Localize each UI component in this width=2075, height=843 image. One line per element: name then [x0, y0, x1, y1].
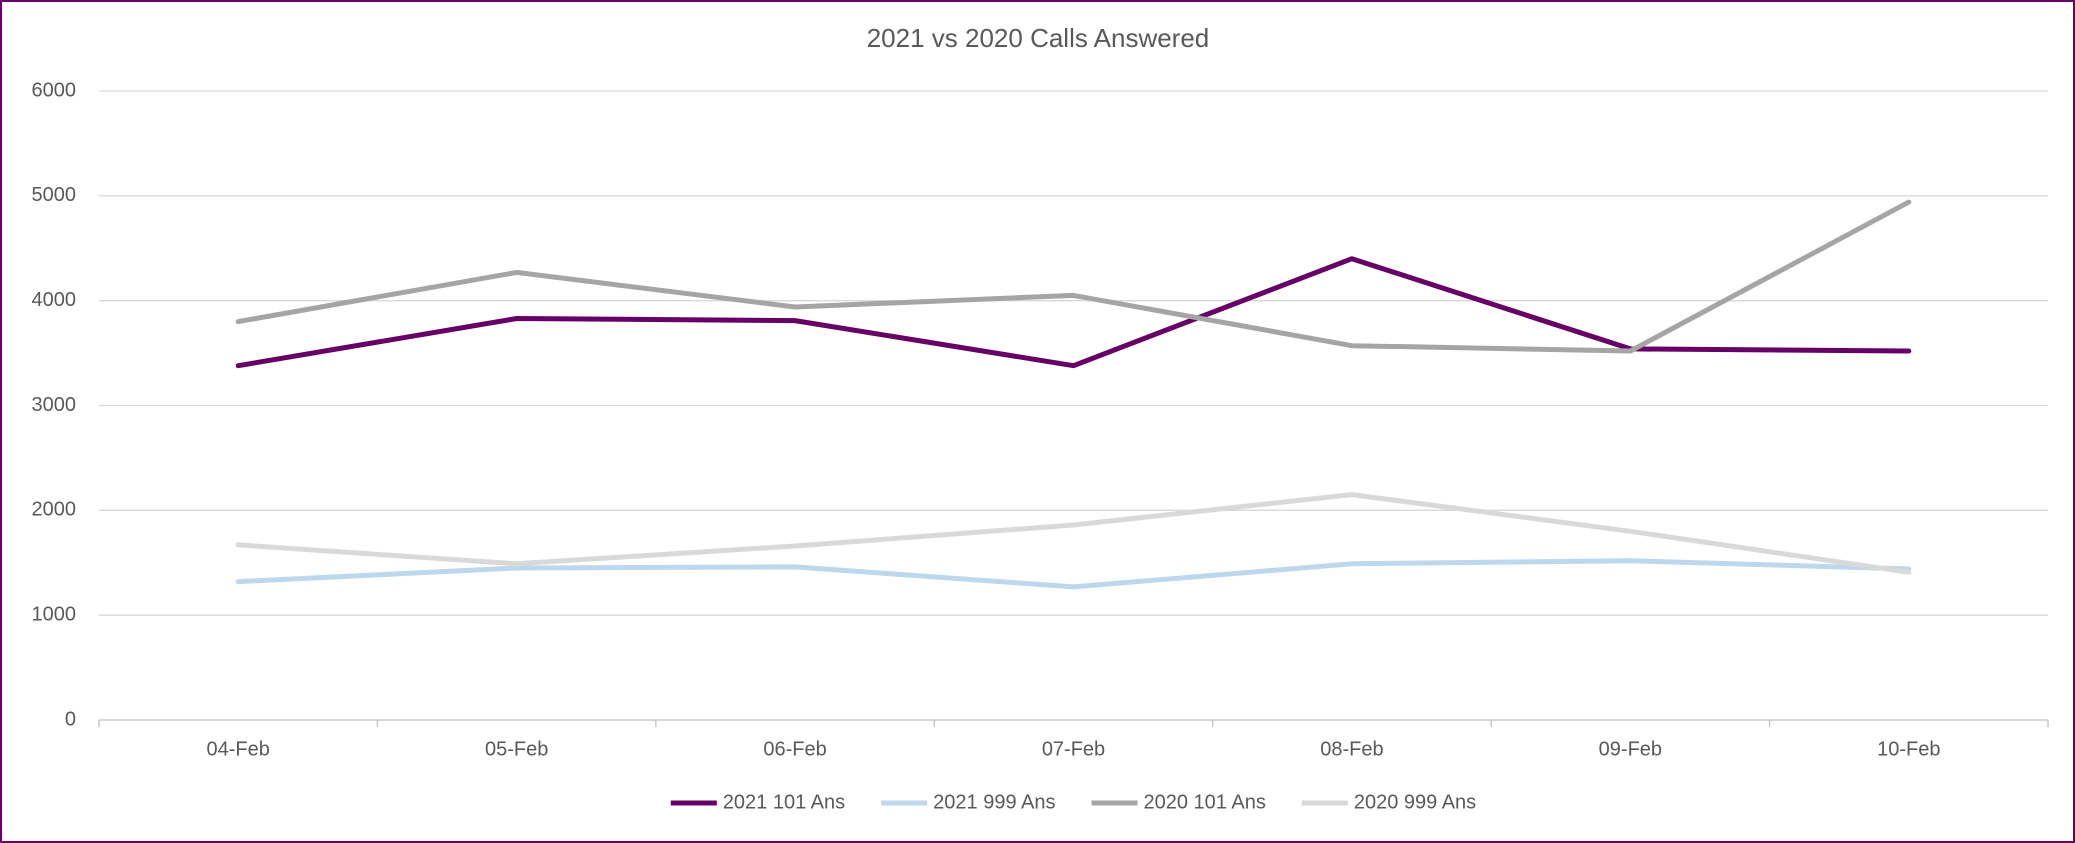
- legend-label: 2021 999 Ans: [933, 791, 1055, 813]
- x-tick-label: 06-Feb: [763, 738, 826, 760]
- y-tick-label: 6000: [32, 79, 77, 101]
- legend-label: 2021 101 Ans: [723, 791, 845, 813]
- legend-label: 2020 101 Ans: [1144, 791, 1266, 813]
- x-tick-label: 05-Feb: [485, 738, 548, 760]
- y-tick-label: 5000: [32, 184, 77, 206]
- y-tick-label: 0: [65, 708, 76, 730]
- x-tick-label: 09-Feb: [1599, 738, 1662, 760]
- y-tick-label: 1000: [32, 603, 77, 625]
- x-tick-label: 10-Feb: [1877, 738, 1940, 760]
- legend-label: 2020 999 Ans: [1354, 791, 1476, 813]
- x-tick-label: 08-Feb: [1320, 738, 1383, 760]
- chart-title: 2021 vs 2020 Calls Answered: [867, 23, 1210, 53]
- x-tick-label: 04-Feb: [207, 738, 270, 760]
- y-tick-label: 3000: [32, 394, 77, 416]
- series-line: [235, 492, 1912, 575]
- y-tick-label: 4000: [32, 289, 77, 311]
- y-tick-label: 2000: [32, 499, 77, 521]
- x-tick-label: 07-Feb: [1042, 738, 1105, 760]
- series-line: [235, 558, 1912, 590]
- series-line: [235, 199, 1912, 354]
